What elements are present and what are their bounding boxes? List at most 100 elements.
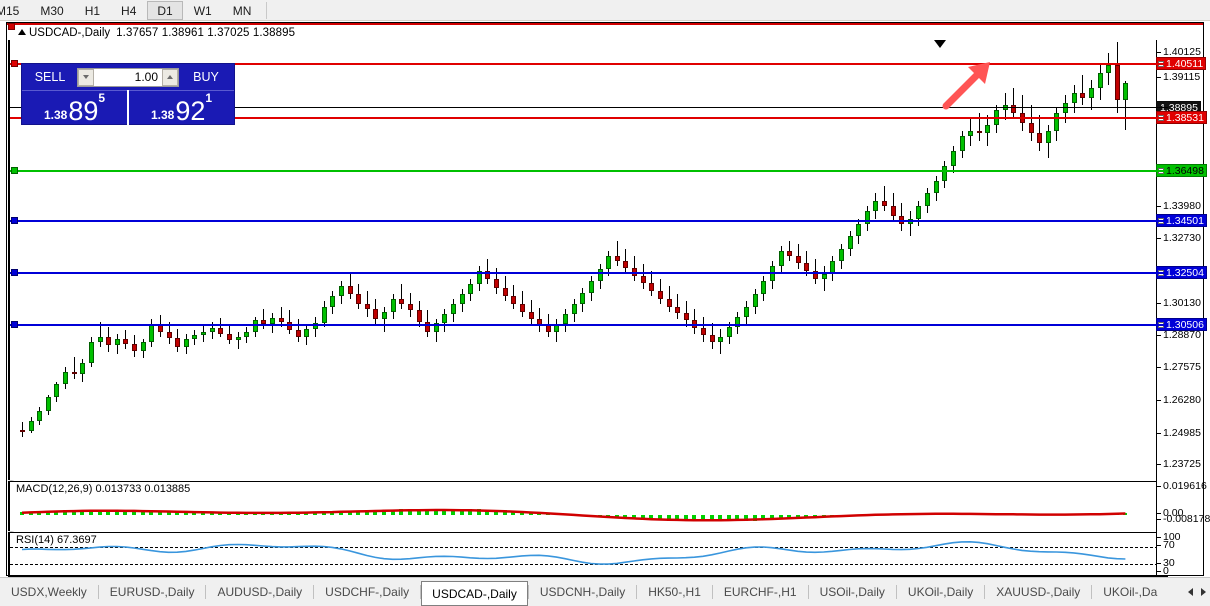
price-axis-badge-1.40511[interactable]: 1.40511 xyxy=(1156,57,1207,70)
candle-body xyxy=(114,339,120,346)
price-line-handle-1.34501[interactable] xyxy=(11,217,18,224)
macd-histogram-bar xyxy=(451,508,455,515)
candle-body xyxy=(295,330,301,337)
candle-body xyxy=(476,271,482,284)
candle-body xyxy=(226,334,232,341)
macd-histogram-bar xyxy=(502,510,507,515)
chart-window[interactable]: USDCAD-,Daily 1.37657 1.38961 1.37025 1.… xyxy=(6,22,1210,594)
candle-wick xyxy=(884,185,885,211)
symbol-tab-eurchf-h1[interactable]: EURCHF-,H1 xyxy=(723,585,797,599)
timeframe-button-h1[interactable]: H1 xyxy=(84,3,101,18)
macd-histogram-bar xyxy=(787,515,792,519)
rsi-indicator-pane[interactable]: RSI(14) 67.3697 xyxy=(8,532,1168,575)
price-axis-badge-1.30506[interactable]: 1.30506 xyxy=(1156,318,1207,331)
macd-histogram-bar xyxy=(20,512,24,515)
timeframe-button-mn[interactable]: MN xyxy=(232,3,252,18)
candle-wick xyxy=(616,241,618,267)
candle-wick xyxy=(720,329,722,355)
price-line-1.38895[interactable] xyxy=(10,107,1168,108)
candle-body xyxy=(364,304,370,310)
macd-histogram-bar xyxy=(175,511,180,515)
macd-axis-max: 0.019616 xyxy=(1157,481,1207,492)
candle-wick xyxy=(1030,105,1032,141)
price-line-handle-1.40511[interactable] xyxy=(11,60,18,67)
timeframe-button-m15[interactable]: M15 xyxy=(0,3,20,18)
candle-body xyxy=(399,298,405,304)
candle-body xyxy=(511,296,517,304)
candle-body xyxy=(425,321,431,332)
macd-histogram-bar xyxy=(442,508,447,515)
candle-wick xyxy=(99,321,101,347)
price-line-handle-1.32504[interactable] xyxy=(11,269,18,276)
candle-body xyxy=(632,267,638,277)
price-axis[interactable]: 1.401251.391151.378301.352751.339801.327… xyxy=(1156,40,1210,577)
candle-body xyxy=(269,317,275,325)
macd-histogram-bar xyxy=(425,509,430,515)
symbol-tab-usdx-weekly[interactable]: USDX,Weekly xyxy=(11,585,87,599)
volume-increase-button[interactable] xyxy=(162,68,178,86)
candle-body xyxy=(873,200,879,211)
candle-body xyxy=(304,329,310,337)
sell-button[interactable]: SELL xyxy=(34,70,66,84)
candle-body xyxy=(1080,92,1086,98)
price-line-1.30506[interactable] xyxy=(10,324,1168,326)
candle-wick xyxy=(1082,75,1084,106)
candle-wick xyxy=(909,210,911,237)
one-click-trading-panel[interactable]: SELL 1.00 BUY 1.38 89 5 1.38 xyxy=(21,63,235,125)
price-line-1.34501[interactable] xyxy=(10,220,1168,222)
sell-price-main: 89 xyxy=(68,96,99,125)
volume-value[interactable]: 1.00 xyxy=(134,70,158,84)
badge-value: 1.38531 xyxy=(1166,112,1204,124)
volume-stepper[interactable]: 1.00 xyxy=(77,67,179,87)
macd-axis-zero: 0.00 xyxy=(1157,508,1183,519)
toolbar-separator xyxy=(266,1,268,19)
symbol-tab-usdcad-daily[interactable]: USDCAD-,Daily xyxy=(421,581,528,606)
price-axis-tick: 1.40125 xyxy=(1157,46,1201,58)
chart-top-line-handle[interactable] xyxy=(8,23,15,30)
candle-wick xyxy=(237,331,239,350)
symbol-tab-audusd-daily[interactable]: AUDUSD-,Daily xyxy=(217,585,303,599)
collapse-triangle-icon[interactable] xyxy=(18,29,26,35)
tab-scroll-right-icon[interactable] xyxy=(1201,588,1206,596)
macd-indicator-pane[interactable]: MACD(12,26,9) 0.013733 0.013885 xyxy=(8,481,1168,531)
tab-scroll-controls[interactable] xyxy=(1184,581,1210,603)
chart-symbol-label: USDCAD-,Daily xyxy=(29,26,111,39)
buy-button[interactable]: BUY xyxy=(193,70,219,84)
price-axis-badge-1.32504[interactable]: 1.32504 xyxy=(1156,266,1207,279)
buy-price-block[interactable]: 1.38 92 1 xyxy=(127,90,234,125)
price-line-1.40511[interactable] xyxy=(10,63,1168,65)
candle-body xyxy=(838,248,844,262)
price-axis-badge-1.38531[interactable]: 1.38531 xyxy=(1156,111,1207,124)
symbol-tab-usoil-daily[interactable]: USOil-,Daily xyxy=(819,585,885,599)
candle-body xyxy=(666,298,672,307)
price-axis-badge-1.36498[interactable]: 1.36498 xyxy=(1156,164,1207,177)
symbol-tab-ukoil-da[interactable]: UKOil-,Da xyxy=(1103,585,1158,599)
price-line-handle-1.30506[interactable] xyxy=(11,321,18,328)
tab-scroll-left-icon[interactable] xyxy=(1188,588,1193,596)
price-line-1.36498[interactable] xyxy=(10,170,1168,172)
macd-histogram-bar xyxy=(373,510,378,515)
candle-body xyxy=(382,311,388,320)
macd-histogram-bar xyxy=(700,515,705,522)
timeframe-button-m30[interactable]: M30 xyxy=(40,3,64,18)
candle-body xyxy=(1088,87,1094,98)
timeframe-button-w1[interactable]: W1 xyxy=(193,3,212,18)
sell-price-block[interactable]: 1.38 89 5 xyxy=(22,90,127,125)
symbol-tab-usdchf-daily[interactable]: USDCHF-,Daily xyxy=(325,585,410,599)
symbol-tab-hk50-h1[interactable]: HK50-,H1 xyxy=(648,585,701,599)
price-line-1.38531[interactable] xyxy=(10,117,1168,119)
symbol-tab-eurusd-daily[interactable]: EURUSD-,Daily xyxy=(109,585,195,599)
timeframe-button-h4[interactable]: H4 xyxy=(121,3,137,18)
macd-histogram-bar xyxy=(97,509,102,515)
timeframe-button-d1[interactable]: D1 xyxy=(147,0,183,20)
price-line-handle-1.36498[interactable] xyxy=(11,167,18,174)
symbol-tab-xauusd-daily[interactable]: XAUUSD-,Daily xyxy=(996,585,1081,599)
symbol-tab-ukoil-daily[interactable]: UKOil-,Daily xyxy=(907,585,974,599)
candle-body xyxy=(330,296,336,307)
price-line-1.32504[interactable] xyxy=(10,272,1168,274)
symbol-tab-usdcnh-daily[interactable]: USDCNH-,Daily xyxy=(539,585,626,599)
candle-wick xyxy=(1013,87,1015,118)
volume-decrease-button[interactable] xyxy=(78,68,94,86)
price-axis-tick: 1.39115 xyxy=(1157,72,1200,83)
candle-body xyxy=(140,341,146,351)
